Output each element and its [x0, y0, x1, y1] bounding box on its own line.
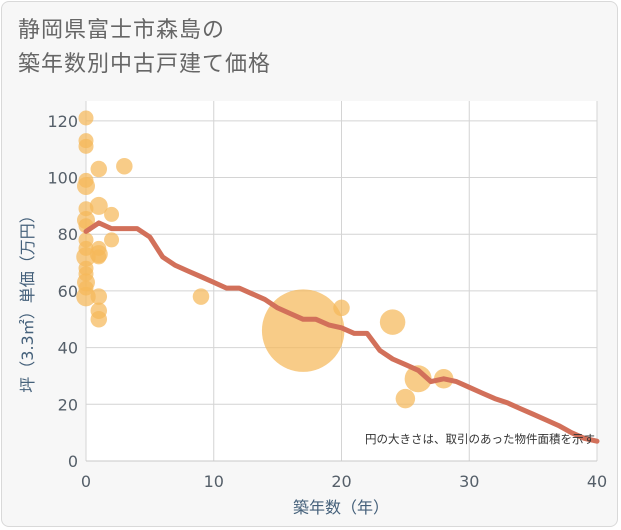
y-tick-label: 120 — [47, 112, 78, 131]
y-tick-label: 60 — [58, 282, 78, 301]
bubble-point — [90, 160, 108, 178]
bubble-point — [104, 232, 120, 248]
bubble-point — [90, 288, 108, 305]
bubble-point — [77, 177, 95, 196]
bubble-point — [379, 309, 406, 335]
x-tick-label: 10 — [204, 472, 224, 491]
x-tick-label: 0 — [81, 472, 91, 491]
trend-series — [83, 220, 600, 444]
x-tick-label: 40 — [587, 472, 607, 491]
chart-title: 静岡県富士市森島の 築年数別中古戸建て価格 — [18, 14, 271, 82]
x-tick-label: 30 — [459, 472, 479, 491]
bubble-point — [90, 311, 108, 328]
y-axis-title: 坪（3.3㎡）単価（万円） — [18, 207, 37, 392]
bubble-point — [404, 365, 432, 393]
y-tick-label: 40 — [58, 339, 78, 358]
bubble-point — [192, 288, 210, 305]
y-tick-label: 100 — [47, 169, 78, 188]
x-tick-label: 20 — [331, 472, 351, 491]
y-tick-label: 20 — [58, 395, 78, 414]
x-axis-title: 築年数（年） — [293, 498, 389, 517]
bubble-point — [116, 157, 133, 175]
bubble-point — [395, 388, 416, 409]
y-tick-label: 80 — [58, 225, 78, 244]
tick-labels: 0 10 20 30 40 0 20 40 60 80 100 120 — [47, 112, 607, 491]
bubble-point — [91, 249, 107, 265]
bubble-point — [78, 138, 94, 154]
chart-title-line-2: 築年数別中古戸建て価格 — [18, 52, 272, 77]
y-tick-label: 0 — [68, 452, 78, 471]
bubble-point — [76, 286, 96, 307]
bubble-point — [333, 299, 350, 317]
trend-line — [83, 220, 600, 444]
bubble-point — [78, 110, 94, 126]
bubble-point — [261, 289, 345, 372]
chart-title-line-1: 静岡県富士市森島の — [18, 18, 226, 43]
size-legend-note: 円の大きさは、取引のあった物件面積を示す — [365, 432, 595, 446]
bubble-point — [104, 206, 120, 222]
bubble-point — [89, 196, 108, 215]
